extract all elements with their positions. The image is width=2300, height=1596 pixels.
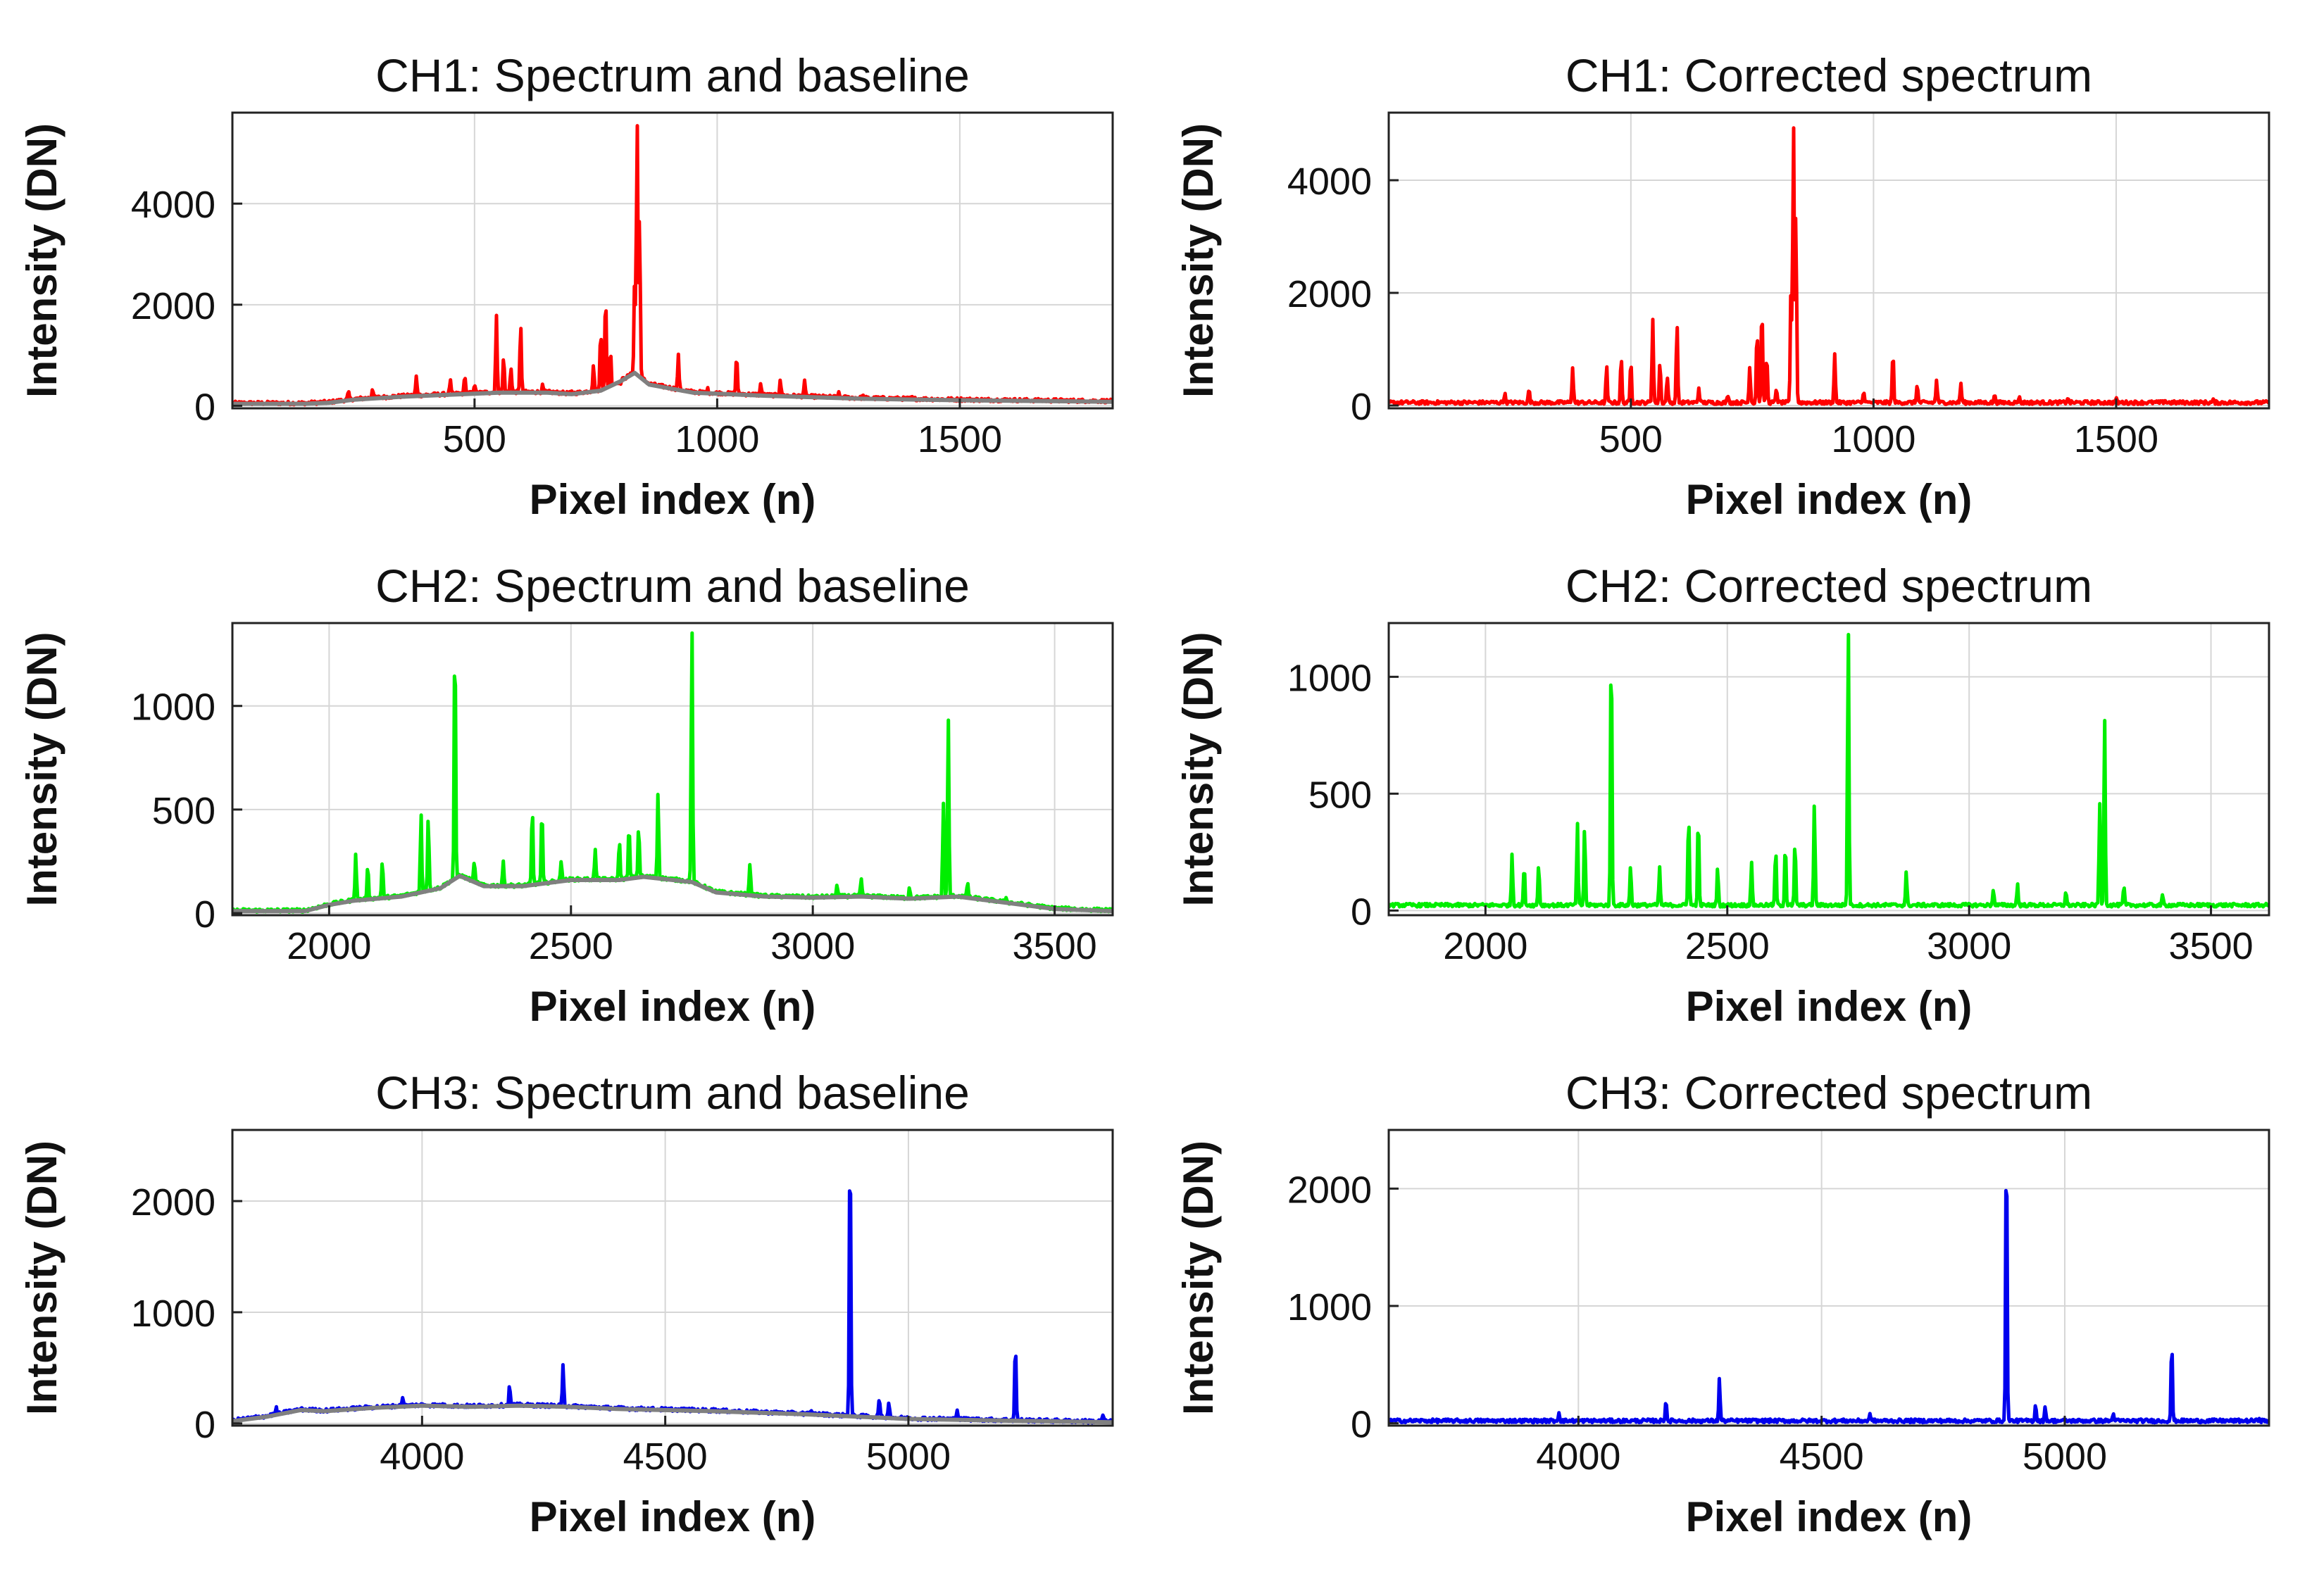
chart-ch3-corr: 4000 4500 5000 0 1000 2000 CH3: Corrected spec… — [1175, 1067, 2270, 1540]
x-tick-label: 1500 — [918, 418, 1002, 460]
x-axis-label: Pixel index (n) — [530, 476, 816, 523]
x-tick-label: 5000 — [866, 1435, 951, 1478]
y-tick-label: 4000 — [131, 184, 215, 226]
y-tick-label: 1000 — [1287, 657, 1372, 699]
series-baseline — [232, 370, 1113, 406]
x-axis-label: Pixel index (n) — [530, 1493, 816, 1540]
x-tick-label: 3500 — [1013, 925, 1097, 967]
x-tick-label: 500 — [443, 418, 506, 460]
chart-title: CH3: Spectrum and baseline — [375, 1067, 970, 1119]
x-tick-label: 500 — [1599, 418, 1663, 460]
x-tick-label: 4500 — [1780, 1435, 1864, 1478]
x-tick-label: 4000 — [380, 1435, 464, 1478]
y-axis-label: Intensity (DN) — [18, 1141, 65, 1415]
y-tick-label: 0 — [194, 386, 215, 428]
axes-frame — [231, 622, 1114, 917]
axes-frame — [1387, 111, 2270, 410]
x-tick-label: 3000 — [770, 925, 855, 967]
x-axis-label: Pixel index (n) — [1686, 476, 1973, 523]
x-axis-label: Pixel index (n) — [530, 983, 816, 1030]
x-tick-label: 3000 — [1927, 925, 2011, 967]
chart-title: CH1: Spectrum and baseline — [375, 49, 970, 101]
x-tick-label: 1500 — [2074, 418, 2158, 460]
y-tick-label: 2000 — [1287, 273, 1372, 315]
y-tick-label: 2000 — [1287, 1169, 1372, 1211]
y-axis-label: Intensity (DN) — [18, 123, 65, 398]
y-tick-label: 0 — [1351, 891, 1372, 933]
y-axis-label: Intensity (DN) — [1175, 1141, 1222, 1415]
chart-ch3-raw: 4000 4500 5000 0 1000 2000 CH3: Spectrum and b… — [18, 1067, 1114, 1540]
y-tick-label: 500 — [1308, 774, 1372, 816]
x-tick-label: 4500 — [623, 1435, 708, 1478]
x-tick-label: 4000 — [1536, 1435, 1620, 1478]
axes-frame — [1387, 1129, 2270, 1427]
y-axis-label: Intensity (DN) — [1175, 632, 1222, 907]
y-tick-label: 0 — [194, 893, 215, 936]
y-tick-label: 4000 — [1287, 161, 1372, 203]
x-tick-label: 3500 — [2169, 925, 2254, 967]
x-tick-label: 2000 — [1443, 925, 1527, 967]
chart-title: CH3: Corrected spectrum — [1565, 1067, 2092, 1119]
x-axis-label: Pixel index (n) — [1686, 1493, 1973, 1540]
y-axis-label: Intensity (DN) — [1175, 123, 1222, 398]
plot-area — [232, 1130, 1113, 1426]
x-tick-label: 2000 — [287, 925, 371, 967]
y-tick-label: 1000 — [131, 686, 215, 729]
y-axis-label: Intensity (DN) — [18, 632, 65, 907]
series-corrected — [1389, 1188, 2269, 1425]
axes-frame — [231, 1129, 1114, 1427]
plot-area — [1389, 113, 2269, 408]
chart-title: CH2: Spectrum and baseline — [375, 560, 970, 612]
x-tick-label: 2500 — [529, 925, 613, 967]
series-baseline — [232, 1403, 1113, 1425]
series-baseline — [232, 874, 1113, 914]
series-corrected — [1389, 632, 2269, 909]
plot-area — [1389, 623, 2269, 915]
x-tick-label: 2500 — [1685, 925, 1770, 967]
plot-area — [1389, 1130, 2269, 1426]
y-tick-label: 1000 — [131, 1293, 215, 1335]
y-tick-label: 0 — [1351, 386, 1372, 428]
y-tick-label: 2000 — [131, 1181, 215, 1224]
plot-area — [232, 113, 1113, 408]
plot-area — [232, 623, 1113, 915]
chart-ch2-corr: 2000 2500 3000 3500 0 500 1000 CH2: Corrected s… — [1175, 560, 2270, 1030]
axes-frame — [1387, 622, 2270, 917]
y-tick-label: 2000 — [131, 285, 215, 327]
y-tick-label: 0 — [1351, 1404, 1372, 1446]
y-tick-label: 0 — [194, 1404, 215, 1446]
x-tick-label: 1000 — [1831, 418, 1915, 460]
chart-title: CH2: Corrected spectrum — [1565, 560, 2092, 612]
axes-frame — [231, 111, 1114, 410]
x-axis-label: Pixel index (n) — [1686, 983, 1973, 1030]
chart-ch1-corr: 500 1000 1500 0 2000 4000 CH1: Corrected spect… — [1175, 49, 2270, 523]
y-tick-label: 500 — [152, 790, 215, 832]
chart-ch1-raw: 500 1000 1500 0 2000 4000 CH1: Spectrum and ba… — [18, 49, 1114, 523]
x-tick-label: 5000 — [2023, 1435, 2107, 1478]
x-tick-label: 1000 — [675, 418, 759, 460]
chart-ch2-raw: 2000 2500 3000 3500 0 500 1000 CH2: Spectrum an… — [18, 560, 1114, 1030]
chart-title: CH1: Corrected spectrum — [1565, 49, 2092, 101]
series-corrected — [1389, 126, 2269, 406]
y-tick-label: 1000 — [1287, 1286, 1372, 1328]
